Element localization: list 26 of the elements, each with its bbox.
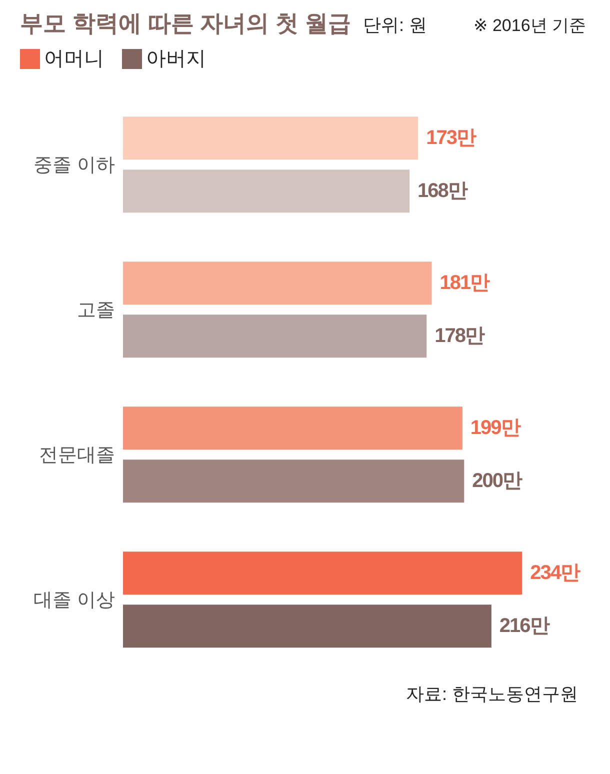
data-label: 181만 [440, 272, 490, 294]
y-tick-label: 대졸 이상 [34, 590, 115, 612]
bar [123, 314, 427, 358]
data-label: 234만 [530, 562, 580, 584]
data-label: 173만 [426, 127, 476, 150]
chart-title: 부모 학력에 따른 자녀의 첫 월급 [20, 9, 351, 38]
text: ※ 2016년 기준 [473, 15, 586, 37]
data-label: 199만 [470, 417, 521, 440]
bar [123, 262, 432, 305]
bar [123, 170, 410, 213]
data-label: 178만 [434, 325, 485, 348]
chart-subtitle: 단위: 원 [362, 14, 427, 37]
text: 자료: 한국노동연구원 [404, 683, 578, 706]
bar [123, 460, 464, 503]
data-label: 200만 [472, 470, 523, 492]
bar [123, 406, 462, 450]
y-tick-label: 중졸 이하 [34, 155, 115, 176]
legend-label: 어머니 [43, 47, 104, 72]
data-label: 168만 [418, 180, 468, 202]
bar [123, 552, 522, 595]
bar [123, 604, 492, 648]
data-label: 216만 [499, 615, 550, 638]
y-tick-label: 전문대졸 [39, 445, 115, 466]
y-tick-label: 고졸 [77, 300, 115, 322]
legend-label: 아버지 [145, 47, 206, 72]
bar [123, 116, 418, 160]
